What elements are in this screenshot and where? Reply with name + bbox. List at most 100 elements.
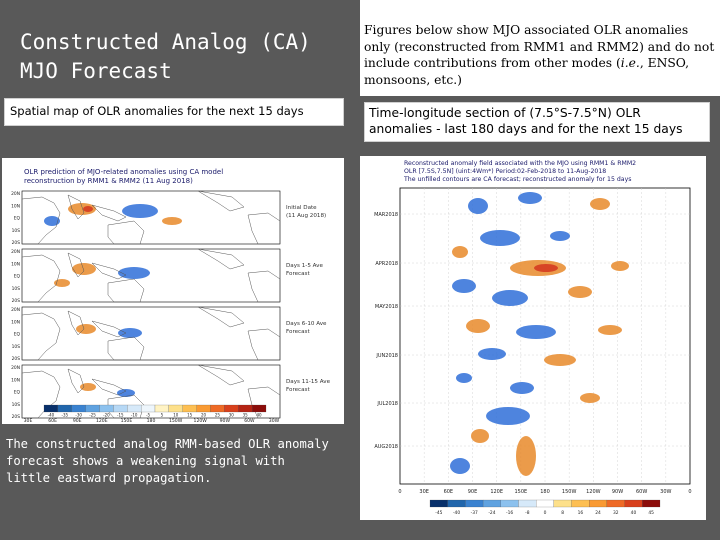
time-longitude-figure: Reconstructed anomaly field associated w… <box>360 156 706 520</box>
lon-tick-label: 180 <box>540 489 550 495</box>
olr-anomaly <box>54 279 70 287</box>
lat-tick-label: 10N <box>11 377 20 383</box>
colorbar-label: 40 <box>257 413 263 418</box>
olr-anomaly <box>568 286 592 298</box>
olr-anomaly <box>122 204 158 218</box>
colorbar-cell <box>127 404 142 413</box>
olr-anomaly <box>456 373 472 383</box>
hov-colorbar: -45 -40 -37 -24 -16 -8 0 8 16 24 32 40 45 <box>429 499 661 516</box>
hov-title-line-1: Reconstructed anomaly field associated w… <box>404 160 636 167</box>
forecast-summary: The constructed analog RMM-based OLR ano… <box>6 437 329 485</box>
colorbar-cell <box>196 404 211 413</box>
coastline <box>67 252 85 278</box>
left-caption: Spatial map of OLR anomalies for the nex… <box>4 98 344 126</box>
colorbar-label: -5 <box>146 413 150 418</box>
lon-tick-label: 120E <box>490 489 503 495</box>
colorbar-cell <box>238 404 253 413</box>
coastline <box>91 320 127 338</box>
colorbar-cell <box>606 499 625 508</box>
map-title-line-2: reconstruction by RMM1 & RMM2 (11 Aug 20… <box>24 177 193 185</box>
coastline <box>197 364 245 386</box>
map-title-line-1: OLR prediction of MJO-related anomalies … <box>24 168 223 176</box>
hov-title-line-2: OLR [7.5S,7.5N] (uint:4Wm*) Period:02-Fe… <box>404 168 606 175</box>
title-line-1: Constructed Analog (CA) <box>20 30 311 54</box>
colorbar-label: -40 <box>453 510 460 516</box>
lon-tick-label: 90E <box>73 418 82 424</box>
colorbar-cell <box>642 499 661 508</box>
lat-tick-label: 10S <box>12 344 21 350</box>
olr-anomaly <box>468 198 488 214</box>
coastline <box>91 378 127 396</box>
coastline <box>247 328 281 361</box>
lat-tick-label: EQ <box>14 274 21 280</box>
colorbar-label: 8 <box>561 510 564 516</box>
lon-tick-label: 0 <box>398 489 401 495</box>
colorbar-cell <box>99 404 114 413</box>
olr-anomaly <box>44 216 60 226</box>
lon-tick-label: 120W <box>586 489 601 495</box>
lon-tick-label: 30W <box>269 418 280 424</box>
map-panel: 20N 10N EQ 10S 20S Days 6-10 Ave Forecast <box>11 306 327 362</box>
colorbar-label: -40 <box>48 413 55 418</box>
lat-tick-label: 20S <box>12 298 21 304</box>
coastline <box>107 220 145 245</box>
olr-anomaly <box>452 279 476 293</box>
colorbar-label: 5 <box>161 413 164 418</box>
hov-title-line-3: The unfilled contours are CA forecast; r… <box>403 176 631 183</box>
lat-tick-label: EQ <box>14 390 21 396</box>
olr-anomaly <box>480 230 520 246</box>
olr-anomaly <box>452 246 468 258</box>
colorbar-label: -8 <box>525 510 530 516</box>
olr-anomaly <box>68 203 96 215</box>
coastline <box>21 312 61 361</box>
map-panel: 20N 10N EQ 10S 20S Days 1-5 Ave Forecast <box>11 248 323 304</box>
lon-tick-label: 30E <box>419 489 429 495</box>
lat-tick-label: 20N <box>11 191 20 197</box>
colorbar-cell <box>482 499 501 508</box>
olr-spatial-map-figure: OLR prediction of MJO-related anomalies … <box>2 158 344 424</box>
colorbar-cell <box>224 404 239 413</box>
date-tick-label: AUG2018 <box>374 444 398 450</box>
lat-tick-label: 20N <box>11 249 20 255</box>
panel-label-line-1: Days 1-5 Ave <box>286 263 323 269</box>
colorbar-cell <box>500 499 519 508</box>
lat-tick-label: 20S <box>12 240 21 246</box>
colorbar-cell <box>168 404 183 413</box>
colorbar-label: 45 <box>648 510 654 516</box>
hov-x-axis: 0 30E 60E 90E 120E 150E 180 150W 120W 90W 60W 30W 0 <box>398 489 691 495</box>
lon-tick-label: 120E <box>96 418 108 424</box>
lon-tick-label: 90E <box>468 489 478 495</box>
colorbar-cell <box>43 404 58 413</box>
note-text-2: , ENSO, monsoons, etc.) <box>364 56 690 87</box>
colorbar-cell <box>624 499 643 508</box>
map-panel-frame <box>21 190 281 245</box>
lat-tick-label: 10N <box>11 261 20 267</box>
lat-tick-label: 10N <box>11 203 20 209</box>
lat-tick-label: 10S <box>12 228 21 234</box>
colorbar-label: -45 <box>435 510 442 516</box>
lon-tick-label: 180 <box>147 418 156 424</box>
coastline <box>91 262 127 280</box>
olr-anomaly <box>117 389 135 397</box>
colorbar-label: -24 <box>488 510 495 516</box>
olr-anomaly <box>486 407 530 425</box>
coastline <box>107 278 145 303</box>
olr-anomaly <box>534 264 558 272</box>
lat-tick-label: EQ <box>14 332 21 338</box>
olr-anomaly <box>598 325 622 335</box>
lon-tick-label: 90W <box>220 418 231 424</box>
olr-anomaly <box>466 319 490 333</box>
colorbar-label: -25 <box>89 413 96 418</box>
panel-label-line-2: Forecast <box>286 329 310 335</box>
colorbar-label: 40 <box>631 510 637 516</box>
lon-tick-label: 150W <box>562 489 577 495</box>
coastline <box>21 254 61 303</box>
colorbar-cell <box>447 499 466 508</box>
olr-anomaly <box>611 261 629 271</box>
olr-anomaly <box>83 206 93 212</box>
olr-anomaly <box>544 354 576 366</box>
panel-label-line-2: Forecast <box>286 387 310 393</box>
olr-anomaly <box>492 290 528 306</box>
colorbar-cell <box>429 499 448 508</box>
